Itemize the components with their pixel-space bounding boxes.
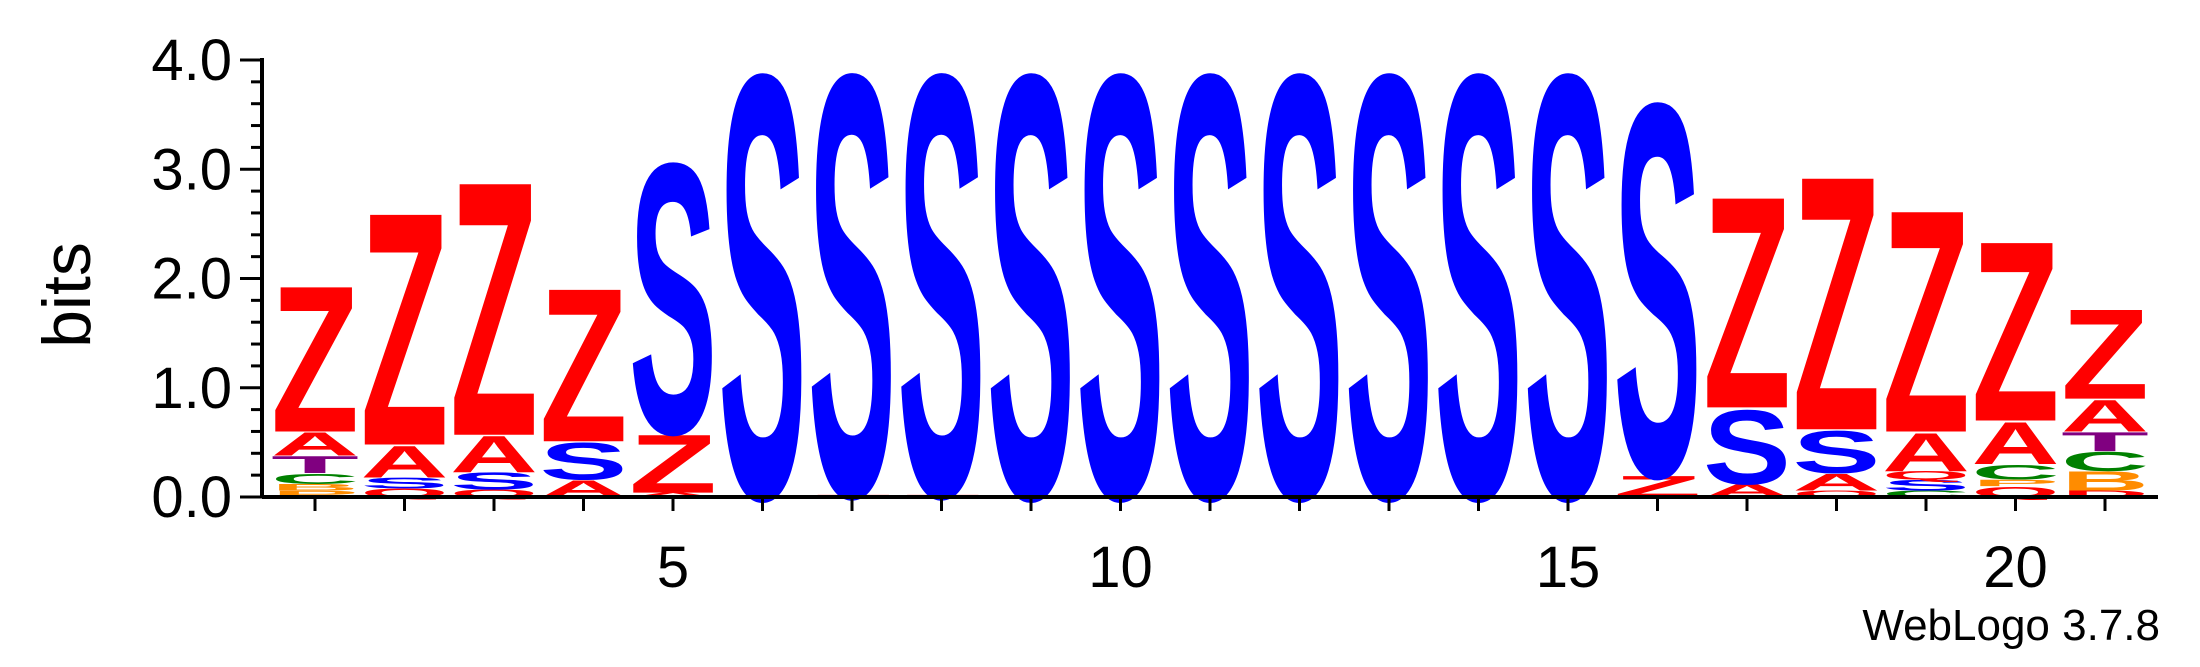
logo-letter-s-pos-8: S — [898, 0, 986, 623]
logo-letter-s-pos-3: S — [450, 468, 538, 495]
logo-letter-z-pos-19: Z — [1882, 144, 1970, 500]
logo-letter-c-pos-21: C — [2061, 446, 2149, 477]
logo-letter-t-pos-1: T — [271, 451, 359, 478]
logo-letter-a-pos-1: A — [271, 425, 359, 462]
logo-letter-z-pos-4: Z — [540, 244, 628, 489]
logo-letter-s-pos-13: S — [1345, 0, 1433, 627]
y-tick-label: 3.0 — [151, 137, 232, 202]
logo-letter-z-pos-21: Z — [2061, 282, 2149, 426]
logo-letter-s-pos-10: S — [1077, 0, 1165, 627]
logo-letter-s-pos-6: S — [719, 0, 807, 627]
logo-letter-b-pos-1: B — [271, 482, 359, 492]
logo-letter-a-pos-3: A — [450, 425, 538, 483]
logo-letter-s-pos-19: S — [1882, 477, 1970, 494]
logo-letter-c-pos-1: C — [271, 470, 359, 487]
x-tick-label: 20 — [1983, 535, 2048, 600]
x-tick-label: 15 — [1536, 535, 1601, 600]
logo-letter-s-pos-4: S — [540, 432, 628, 491]
logo-letter-s-pos-14: S — [1435, 0, 1523, 627]
logo-letter-a-pos-5: A — [629, 492, 717, 499]
axes: 0.0 1.0 2.0 3.0 4.0 5 10 15 20 — [151, 28, 2158, 600]
logo-letter-z-pos-5: Z — [629, 417, 717, 511]
x-tick-label: 5 — [657, 535, 689, 600]
logo-stacks: PBCTAZQSAZQSAZASZAZSSZSZSSSSSSSSZSASZQAS… — [271, 0, 2149, 627]
y-tick-label: 0.0 — [151, 465, 232, 530]
logo-letter-q-pos-18: Q — [1793, 489, 1881, 499]
logo-letter-a-pos-2: A — [361, 437, 449, 487]
logo-letter-a-pos-18: A — [1793, 468, 1881, 495]
logo-letter-s-pos-7: S — [808, 0, 896, 623]
logo-letter-z-pos-3: Z — [450, 105, 538, 513]
logo-letter-c-pos-20: C — [1972, 460, 2060, 484]
x-tick-label: 10 — [1088, 535, 1153, 600]
y-tick-label: 2.0 — [151, 247, 232, 312]
logo-letter-s-pos-9: S — [987, 0, 1075, 627]
logo-letter-p-pos-1: P — [271, 489, 359, 499]
logo-letter-s-pos-12: S — [1256, 0, 1344, 627]
logo-letter-s-pos-17: S — [1703, 389, 1791, 507]
logo-letter-z-pos-18: Z — [1793, 99, 1881, 507]
logo-letter-z-pos-2: Z — [361, 143, 449, 516]
logo-letter-c-pos-19: C — [1882, 489, 1970, 499]
logo-letter-s-pos-15: S — [1524, 0, 1612, 627]
logo-letter-z-pos-1: Z — [271, 243, 359, 477]
logo-letter-q-pos-3: Q — [450, 487, 538, 499]
logo-letter-d-pos-21: D — [2061, 489, 2149, 499]
y-axis-label: bits — [29, 242, 105, 348]
logo-letter-t-pos-21: T — [2061, 426, 2149, 457]
logo-letter-q-pos-19: Q — [1882, 469, 1970, 483]
y-tick-label: 1.0 — [151, 356, 232, 421]
logo-letter-s-pos-2: S — [361, 475, 449, 492]
logo-letter-b-pos-21: B — [2061, 466, 2149, 497]
logo-letter-s-pos-11: S — [1166, 0, 1254, 627]
logo-letter-z-pos-17: Z — [1703, 134, 1791, 473]
weblogo-credit: WebLogo 3.7.8 — [1862, 601, 2160, 650]
logo-letter-p-pos-20: P — [1972, 478, 2060, 488]
logo-letter-s-pos-5: S — [629, 83, 717, 515]
logo-letter-a-pos-21: A — [2061, 391, 2149, 441]
logo-letter-z-pos-20: Z — [1972, 188, 2060, 476]
logo-letter-s-pos-18: S — [1793, 418, 1881, 486]
logo-letter-s-pos-16: S — [1614, 0, 1702, 589]
y-tick-label: 4.0 — [151, 28, 232, 93]
logo-letter-a-pos-19: A — [1882, 422, 1970, 483]
logo-letter-a-pos-20: A — [1972, 410, 2060, 477]
